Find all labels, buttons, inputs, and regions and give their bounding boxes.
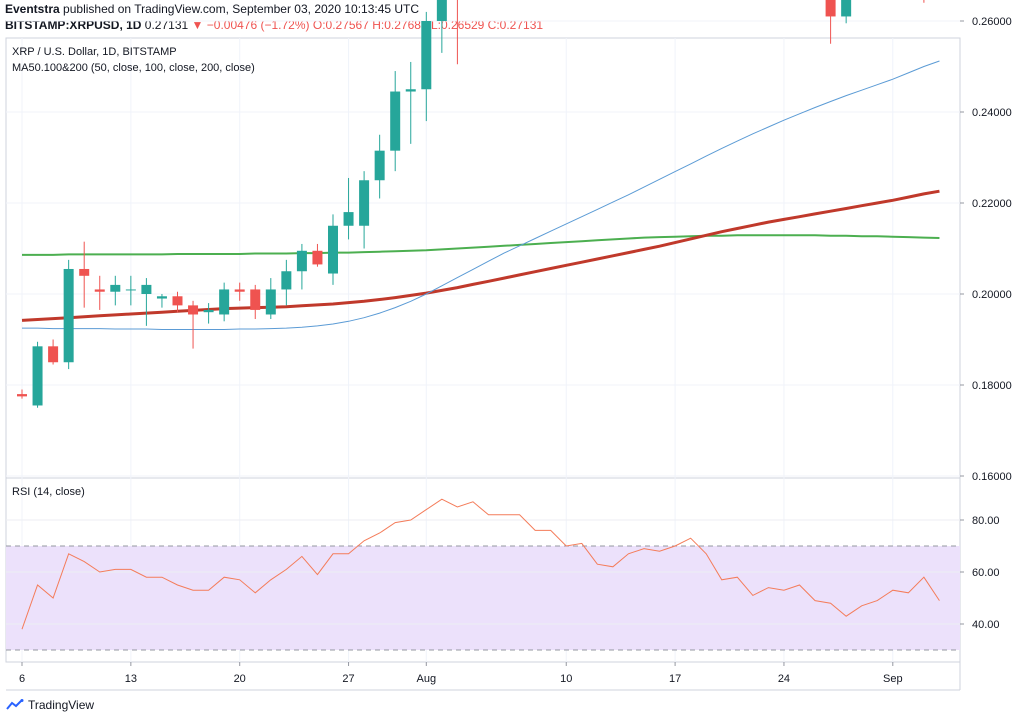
rsi-tick-label: 80.00 [972,515,1000,527]
candle-body [234,289,245,292]
pane-title-ma: MA50.100&200 (50, close, 100, close, 200… [12,62,255,74]
candle-body [421,21,432,90]
candle-body [265,289,276,315]
tradingview-logo[interactable]: TradingView [6,698,94,712]
ma100-line [21,189,940,322]
candle-body [328,225,338,274]
time-tick-label: 24 [778,673,790,685]
price-tick-label: 0.24000 [972,107,1012,119]
candle-body [436,0,447,21]
candle-body [141,284,152,294]
candle-body [188,305,199,315]
author-name[interactable]: Eventstra [5,2,60,16]
time-tick-label: 27 [342,673,354,685]
price-tick-label: 0.26000 [972,16,1012,28]
candle-body [125,289,136,291]
down-arrow-icon: ▼ [191,18,204,32]
candle-body [250,289,261,310]
rsi-axis: 40.00 60.00 80.00 [6,515,1000,631]
rsi-line [21,498,940,630]
publish-info: Eventstra published on TradingView.com, … [5,2,419,16]
ma50-line [22,60,940,330]
candle-body [203,309,214,313]
candle-body [48,346,59,363]
candle-body [79,268,90,276]
candle-body [296,250,307,272]
price-tick-label: 0.22000 [972,198,1012,210]
candle-body [841,0,852,17]
time-tick-label: 10 [560,673,572,685]
time-tick-label: 17 [669,673,681,685]
price-grid: 0.16000 0.18000 0.20000 0.22000 0.24000 0.260… [6,16,1012,483]
candle-body [17,394,27,397]
candle-body [343,212,354,226]
candle-body [63,268,74,363]
pane-title-rsi: RSI (14, close) [12,486,85,498]
candle-body [312,250,323,265]
candle-body [156,296,167,299]
candle-body [110,284,121,292]
time-tick-label: 6 [19,673,25,685]
tradingview-icon [6,699,24,710]
rsi-tick-label: 40.00 [972,619,1000,631]
publish-text: published on TradingView.com, September … [63,2,420,16]
pane-title-main: XRP / U.S. Dollar, 1D, BITSTAMP [12,46,177,58]
candle-body [405,89,416,92]
time-axis: 6 13 20 27 Aug 10 17 24 Sep [19,38,903,685]
rsi-band [6,546,960,650]
rsi-tick-label: 60.00 [972,567,1000,579]
price-tick-label: 0.20000 [972,289,1012,301]
candle-body [825,0,836,17]
candle-body [32,346,43,406]
candle-body [281,271,292,290]
brand-label: TradingView [28,698,95,712]
price-tick-label: 0.18000 [972,380,1012,392]
candle-body [219,289,230,315]
price-tick-label: 0.16000 [972,471,1012,483]
time-tick-label: Aug [417,673,437,685]
time-tick-label: 13 [125,673,137,685]
candle-body [390,91,401,151]
candles [17,0,925,408]
time-tick-label: Sep [883,673,903,685]
ma200-line [22,234,940,256]
candle-body [359,180,370,226]
candle-body [94,289,105,292]
time-tick-label: 20 [234,673,246,685]
candle-body [374,150,385,181]
candle-body [172,296,183,306]
